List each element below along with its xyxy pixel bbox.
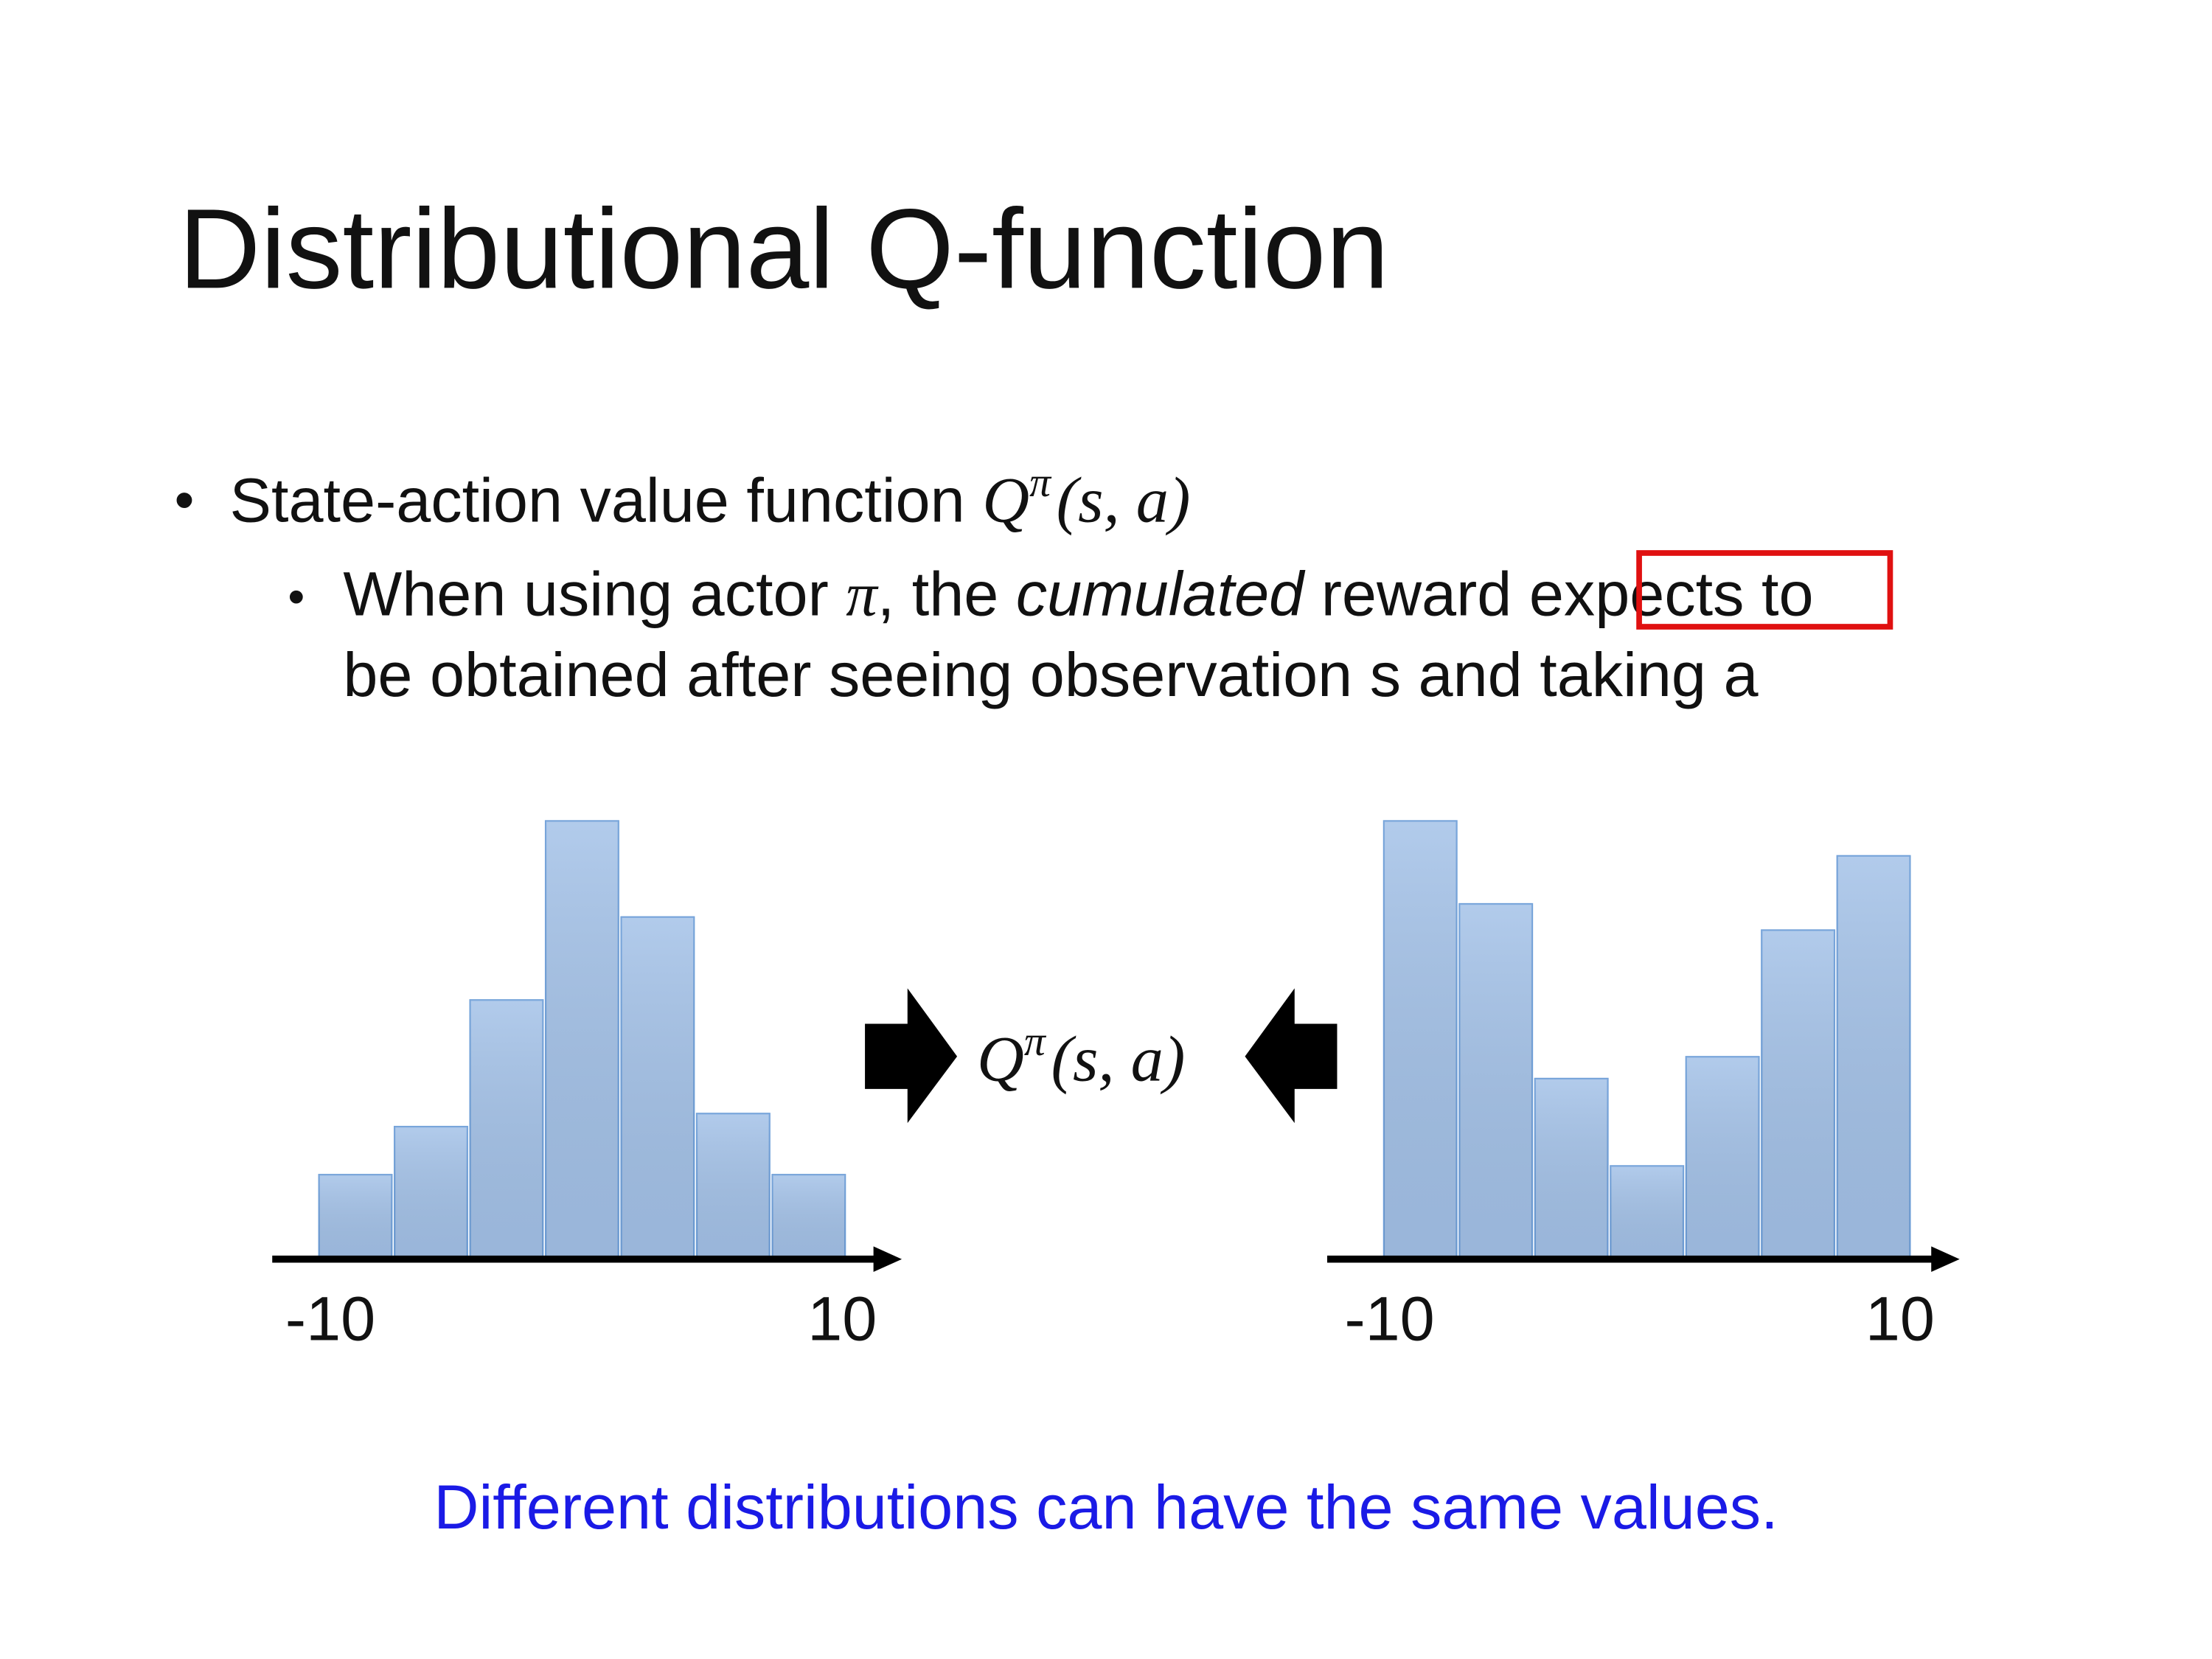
math-base: Q <box>977 1023 1024 1095</box>
bar-shade <box>319 1175 392 1258</box>
footer-note: Different distributions can have the sam… <box>434 1472 1778 1542</box>
bar-shade <box>1761 930 1834 1258</box>
bar-shade <box>394 1127 467 1258</box>
text: to <box>1744 559 1813 629</box>
bar-shade <box>621 917 695 1258</box>
bar-shade <box>470 1000 543 1258</box>
text: When using actor <box>343 559 846 629</box>
bullet-2-line2: be obtained after seeing observation s a… <box>343 639 1759 709</box>
math-base: Q <box>982 465 1029 537</box>
bullet-2: When using actor π, the cumulated reward… <box>343 559 1813 630</box>
arrow-right <box>865 988 958 1124</box>
math-sup: π <box>1029 459 1052 506</box>
charts: -10 10 -10 10 <box>272 820 1960 1353</box>
bar-shade <box>1837 855 1910 1258</box>
bullet-dot: • <box>288 569 305 623</box>
bar-shade <box>1686 1057 1759 1258</box>
math-sup: π <box>1024 1018 1047 1065</box>
arrow-left <box>1245 988 1338 1124</box>
slide-title: Distributional Q-function <box>178 185 1389 312</box>
x-tick-label: -10 <box>285 1283 375 1353</box>
bullet-1: State-action value function Qπ (s, a) <box>230 459 1191 537</box>
bar-shade <box>546 821 619 1258</box>
bar-shade <box>1534 1078 1608 1258</box>
center-label: Qπ (s, a) <box>977 1018 1185 1096</box>
bar-shade <box>772 1175 846 1258</box>
text: reward <box>1304 559 1529 629</box>
text: , the <box>877 559 1016 629</box>
bar-shade <box>1610 1166 1683 1258</box>
axis-arrowhead <box>1931 1246 1960 1272</box>
bullet-dot: • <box>175 468 195 532</box>
x-tick-label: -10 <box>1344 1283 1434 1353</box>
math-args: (s, a) <box>1051 1023 1185 1095</box>
bar-shade <box>1459 904 1533 1258</box>
x-tick-label: 10 <box>807 1283 877 1353</box>
axis-arrowhead <box>873 1246 902 1272</box>
bullet-text: State-action value function <box>230 465 965 535</box>
x-tick-label: 10 <box>1865 1283 1935 1353</box>
math: π <box>846 561 879 630</box>
bar-shade <box>1383 821 1457 1258</box>
math-args: (s, a) <box>1057 465 1191 537</box>
emphasis: cumulated <box>1016 559 1306 629</box>
bar-shade <box>697 1113 770 1258</box>
highlight-box <box>1636 550 1893 630</box>
